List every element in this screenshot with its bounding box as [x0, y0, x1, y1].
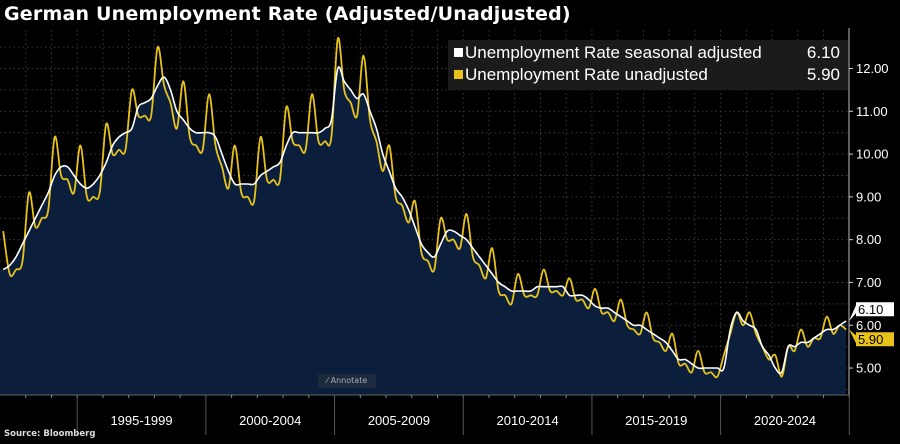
legend: Unemployment Rate seasonal adjusted 6.10…: [448, 40, 848, 90]
y-tick-label: 5.00: [856, 361, 881, 376]
y-tick-label: 7.00: [856, 275, 881, 290]
x-tick-label: 2020-2024: [754, 413, 816, 428]
area-fill-adjusted: [0, 66, 847, 396]
annotate-label: Annotate: [330, 376, 368, 385]
last-value-tag-unadjusted: [849, 329, 894, 347]
last-value-tag-adjusted: [849, 302, 894, 321]
x-tick-label: 2005-2009: [368, 413, 430, 428]
x-tick-label: 2015-2019: [625, 413, 687, 428]
x-tick-label: 1995-1999: [110, 413, 172, 428]
legend-value-unadjusted: 5.90: [806, 65, 840, 84]
source-note: Source: Bloomberg: [4, 429, 96, 439]
annotate-button[interactable]: ⁄ Annotate: [318, 374, 376, 388]
chart-title: German Unemployment Rate (Adjusted/Unadj…: [4, 3, 571, 25]
legend-swatch-unadjusted: [454, 70, 463, 79]
y-tick-label: 10.00: [856, 147, 889, 162]
y-tick-label: 6.00: [856, 318, 881, 333]
pencil-icon: ⁄: [326, 376, 331, 385]
last-value-label-adjusted: 6.10: [858, 302, 883, 317]
legend-value-adjusted: 6.10: [806, 43, 840, 62]
y-tick-label: 11.00: [856, 104, 888, 119]
series-line-adjusted: [2, 66, 847, 375]
legend-label-unadjusted: Unemployment Rate unadjusted: [465, 65, 708, 84]
x-tick-label: 2010-2014: [497, 413, 559, 428]
series-line-unadjusted: [2, 37, 847, 379]
legend-item-unadjusted[interactable]: Unemployment Rate unadjusted: [454, 65, 708, 85]
legend-label-adjusted: Unemployment Rate seasonal adjusted: [465, 43, 762, 62]
y-tick-label: 12.00: [856, 61, 889, 76]
y-tick-label: 9.00: [856, 189, 881, 204]
last-value-label-unadjusted: 5.90: [858, 332, 883, 347]
legend-swatch-adjusted: [454, 48, 463, 57]
y-tick-label: 8.00: [856, 232, 881, 247]
legend-item-adjusted[interactable]: Unemployment Rate seasonal adjusted: [454, 43, 762, 63]
x-tick-label: 2000-2004: [239, 413, 301, 428]
